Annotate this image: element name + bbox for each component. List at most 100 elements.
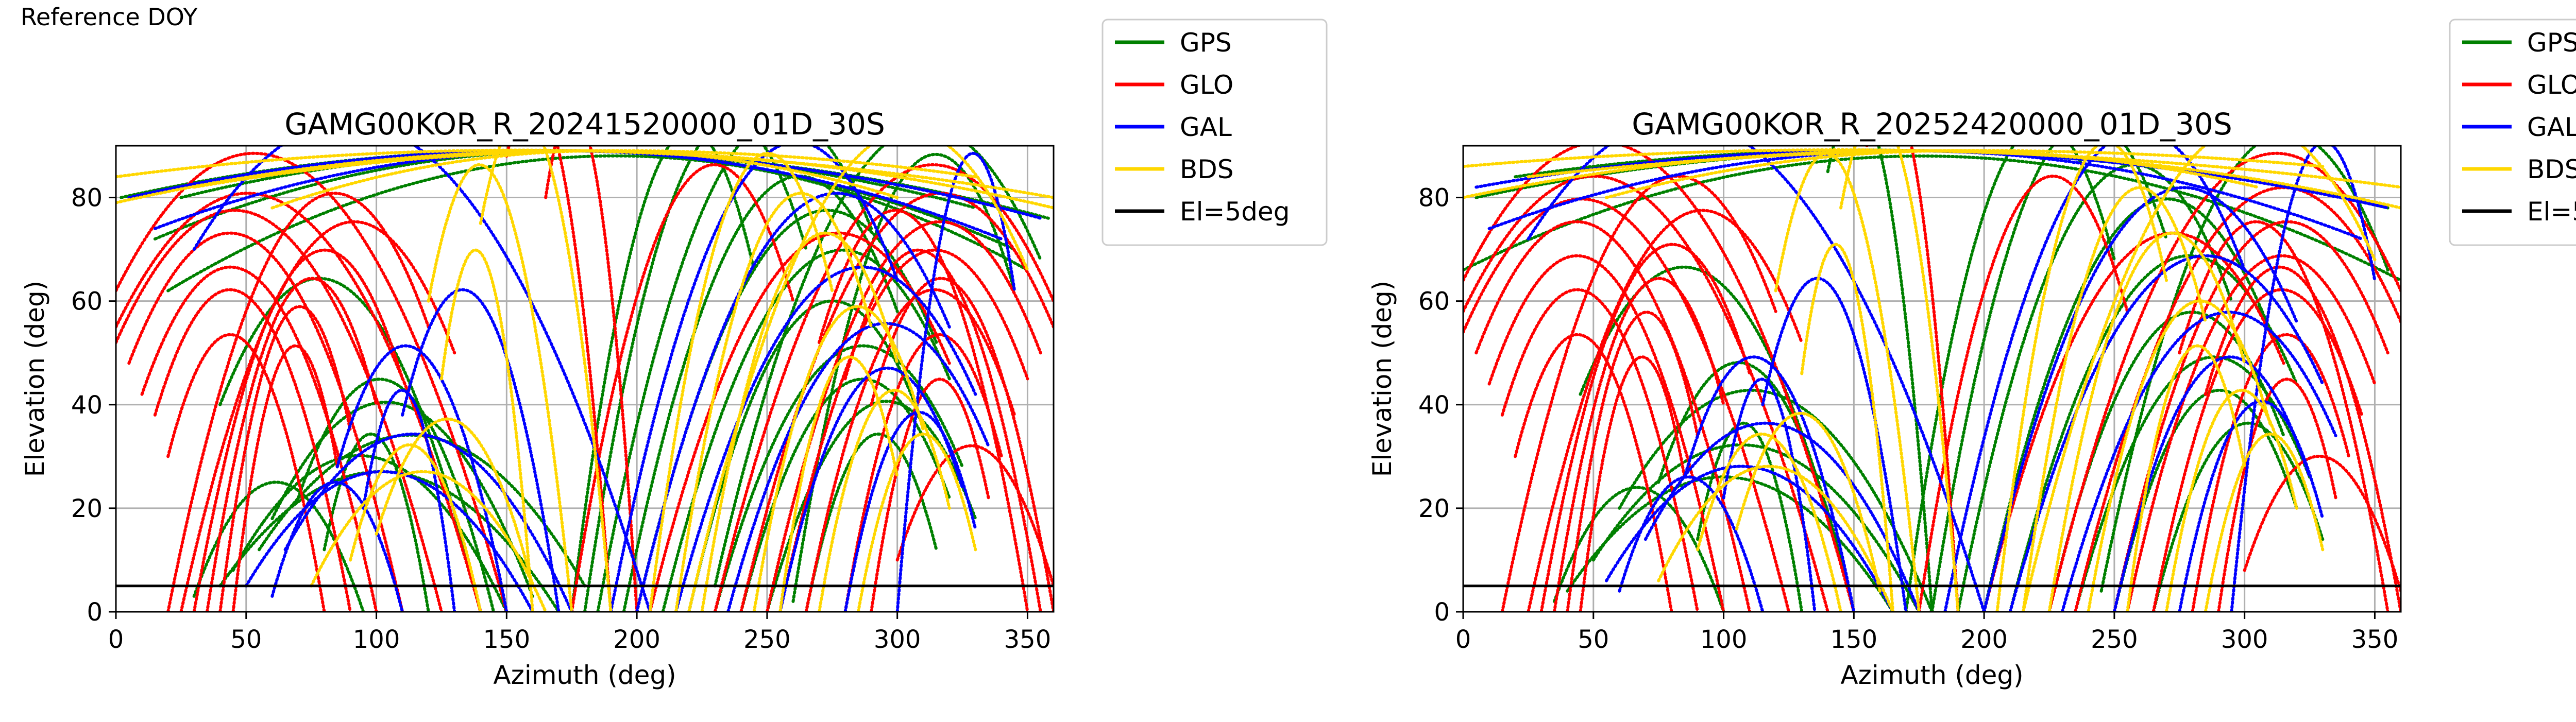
satellite-track	[116, 151, 509, 612]
satellite-track	[2204, 265, 2401, 612]
satellite-track	[116, 209, 443, 612]
x-tick-label: 0	[1455, 625, 1471, 654]
series-bds	[116, 146, 1054, 612]
satellite-track	[804, 433, 938, 612]
satellite-track	[674, 265, 977, 612]
satellite-track	[1579, 355, 1686, 612]
satellite-track	[1657, 465, 1895, 612]
satellite-track	[895, 444, 1054, 588]
satellite-track	[283, 432, 573, 612]
chart-title: GAMG00KOR_R_20241520000_01D_30S	[284, 107, 885, 142]
satellite-track	[192, 248, 404, 612]
satellite-track	[375, 417, 534, 588]
satellite-track	[153, 288, 352, 612]
series-bds	[1463, 146, 2401, 612]
legend: GPS GLO GAL BDS El=5deg	[2449, 19, 2576, 246]
satellite-track	[1500, 175, 1777, 612]
satellite-track	[310, 470, 548, 612]
satellite-track	[1514, 333, 1673, 612]
y-axis-label: Elevation (deg)	[20, 281, 50, 477]
satellite-track	[778, 355, 899, 612]
axes-frame	[115, 145, 1055, 613]
chart-panel: 0 50 100 150 200 250 300 350 0 20 40 60 80 GAMG00KOR_…	[1367, 19, 2576, 690]
satellite-track	[1527, 209, 1804, 612]
legend: GPS GLO GAL BDS El=5deg	[1101, 19, 1328, 246]
x-tick-label: 50	[230, 625, 262, 654]
x-tick-label: 250	[743, 625, 791, 654]
satellite-track	[231, 454, 509, 612]
legend-label: GAL	[1180, 112, 1232, 142]
satellite-track	[2047, 231, 2246, 612]
plot-area	[116, 146, 1054, 612]
satellite-track	[1735, 411, 1882, 593]
x-axis-label: Azimuth (deg)	[1840, 660, 2023, 690]
satellite-track	[856, 433, 977, 612]
satellite-track	[1982, 186, 2298, 612]
x-tick-label: 100	[1700, 625, 1748, 654]
satellite-track	[2060, 311, 2337, 612]
satellite-track	[778, 248, 1029, 612]
satellite-track	[1917, 175, 2129, 612]
satellite-track	[1982, 197, 2273, 612]
satellite-track	[570, 163, 795, 612]
satellite-track	[1722, 377, 1817, 612]
legend-box	[1101, 19, 1328, 246]
satellite-track	[1591, 443, 1921, 612]
legend-label: GLO	[2527, 70, 2576, 100]
satellite-track	[2165, 389, 2298, 612]
satellite-track	[2021, 146, 2377, 612]
satellite-track	[1605, 149, 2259, 199]
satellite-track	[1956, 163, 2233, 612]
satellite-track	[479, 146, 613, 612]
satellite-track	[1552, 277, 1725, 612]
satellite-track	[596, 146, 873, 612]
satellite-track	[2087, 299, 2273, 612]
satellite-track	[2191, 333, 2350, 612]
satellite-track	[166, 333, 326, 612]
x-axis-label: Azimuth (deg)	[493, 660, 676, 690]
series-glo	[1463, 146, 2401, 612]
satellite-track	[870, 277, 1054, 612]
satellite-track	[661, 248, 951, 612]
satellite-track	[2217, 377, 2337, 612]
satellite-track	[335, 344, 509, 612]
satellite-track	[1800, 243, 1895, 612]
satellite-track	[1463, 175, 1829, 612]
y-tick-label: 0	[87, 598, 103, 627]
x-tick-label: 350	[2351, 625, 2399, 654]
satellite-track	[726, 322, 990, 612]
satellite-track	[1539, 243, 1752, 612]
satellite-track	[401, 288, 561, 612]
satellite-track	[349, 443, 482, 612]
satellite-track	[1982, 231, 2285, 612]
satellite-track	[1579, 265, 1856, 612]
legend-label: GLO	[1180, 70, 1233, 100]
satellite-track	[635, 192, 951, 612]
legend-box	[2449, 19, 2576, 246]
satellite-track	[323, 433, 430, 612]
satellite-track	[713, 163, 1054, 612]
satellite-track	[843, 410, 977, 612]
satellite-track	[687, 146, 1029, 612]
satellite-track	[2074, 186, 2401, 612]
satellite-track	[2151, 288, 2364, 612]
satellite-track	[1605, 465, 1895, 612]
satellite-track	[218, 305, 352, 612]
satellite-track	[870, 377, 990, 612]
satellite-track	[1995, 146, 2168, 612]
satellite-track	[1463, 197, 1790, 612]
satellite-track	[2008, 254, 2325, 612]
satellite-track	[1566, 311, 1699, 612]
y-axis-label: Elevation (deg)	[1367, 281, 1397, 477]
legend-label: BDS	[1180, 154, 1234, 184]
y-tick-label: 0	[1434, 598, 1450, 627]
chart-panel: 0 50 100 150 200 250 300 350 0 20 40 60 80 GAMG00KOR_…	[20, 19, 1328, 690]
x-tick-label: 300	[2221, 625, 2268, 654]
legend-label: GPS	[1180, 28, 1232, 58]
plot-area	[1463, 146, 2401, 612]
satellite-track	[2204, 433, 2325, 612]
x-tick-label: 300	[874, 625, 921, 654]
satellite-track	[1761, 277, 1908, 612]
y-tick-label: 60	[71, 287, 103, 316]
